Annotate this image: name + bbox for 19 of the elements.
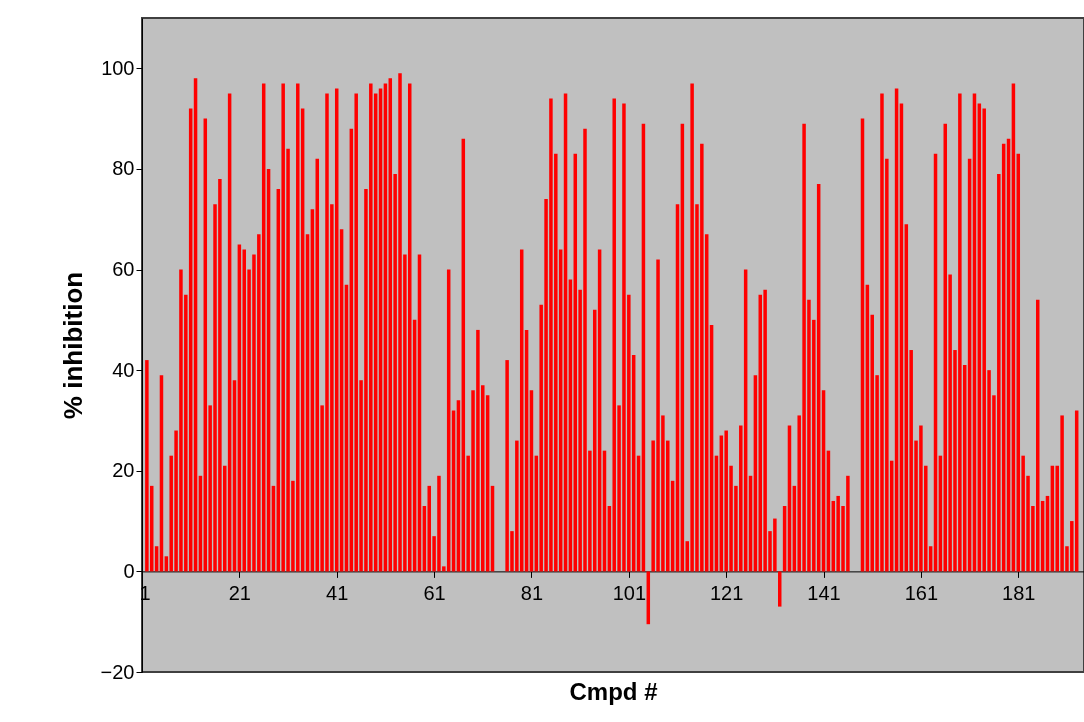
x-axis-title: Cmpd # [569,677,658,705]
y-tick-label: 80 [112,157,135,180]
y-tick-label: 20 [112,459,135,482]
y-tick-label: 40 [112,358,135,381]
y-tick-label: −20 [100,660,135,683]
y-tick-label: 100 [101,56,135,79]
y-axis-title: % inhibition [57,271,88,420]
x-tick-label: 121 [710,581,744,604]
x-tick-label: 81 [520,581,544,604]
x-tick-label: 61 [423,581,446,604]
x-tick-label: 141 [807,581,841,604]
x-tick-label: 161 [904,581,939,604]
y-tick-label: 60 [112,258,135,281]
x-tick-label: 101 [612,581,647,604]
x-tick-label: 41 [326,581,349,604]
x-tick-label: 181 [1002,581,1036,604]
bar [145,360,149,572]
x-tick-label: 21 [228,581,251,604]
y-tick-label: 0 [123,559,135,582]
